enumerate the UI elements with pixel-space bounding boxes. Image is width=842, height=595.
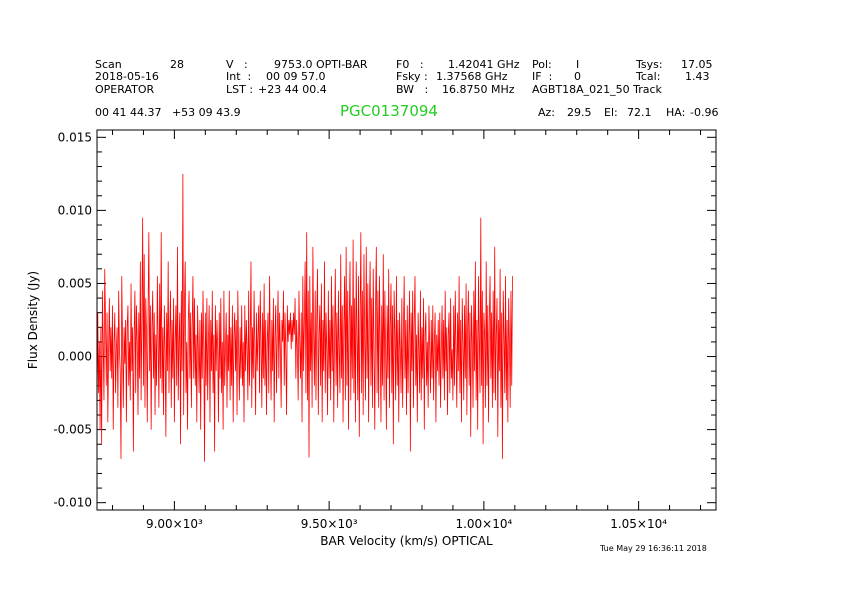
header-date: 2018-05-16: [95, 70, 159, 83]
header-scan: Scan 28: [95, 58, 184, 71]
header-el: El: 72.1: [604, 106, 652, 119]
header-if: IF :0: [532, 70, 581, 83]
timestamp: Tue May 29 16:36:11 2018: [600, 544, 707, 553]
x-tick-label: 9.50×10³: [301, 517, 358, 531]
header-pol: Pol: I: [532, 58, 580, 71]
header-fsky: Fsky :1.37568 GHz: [396, 70, 508, 83]
header-lst: LST : +23 44 00.4: [226, 83, 327, 96]
y-tick-label: -0.010: [53, 496, 92, 510]
y-axis-label: Flux Density (Jy): [26, 271, 40, 369]
header-project: AGBT18A_021_50 Track: [532, 83, 662, 96]
x-tick-label: 9.00×10³: [146, 517, 203, 531]
spectrum-line: [96, 173, 513, 462]
x-tick-labels: 9.00×10³ 9.50×10³ 1.00×10⁴ 1.05×10⁴: [146, 517, 667, 531]
header-tcal: Tcal: 1.43: [636, 70, 710, 83]
header-bw: BW :16.8750 MHz: [396, 83, 515, 96]
header-tsys: Tsys: 17.05: [636, 58, 713, 71]
source-name: PGC0137094: [340, 102, 438, 120]
header-az: Az: 29.5: [538, 106, 592, 119]
y-tick-label: 0.015: [58, 130, 92, 144]
y-tick-label: 0.010: [58, 203, 92, 217]
x-axis-label: BAR Velocity (km/s) OPTICAL: [320, 534, 493, 548]
x-tick-label: 1.00×10⁴: [455, 517, 512, 531]
axis-ticks: [97, 130, 716, 510]
y-tick-label: 0.000: [58, 350, 92, 364]
x-tick-label: 1.05×10⁴: [610, 517, 667, 531]
y-tick-label: -0.005: [53, 423, 92, 437]
y-tick-label: 0.005: [58, 276, 92, 290]
header-ha: HA: -0.96: [666, 106, 719, 119]
header-velocity: V :9753.0 OPTI-BAR: [226, 58, 368, 71]
header-f0: F0 :1.42041 GHz: [396, 58, 520, 71]
header-int: Int :00 09 57.0: [226, 70, 326, 83]
plot-frame: [96, 129, 717, 511]
header-operator: OPERATOR: [95, 83, 155, 96]
y-tick-labels: -0.010 -0.005 0.000 0.005 0.010 0.015: [53, 130, 92, 509]
header-coords: 00 41 44.37 +53 09 43.9: [95, 106, 241, 119]
